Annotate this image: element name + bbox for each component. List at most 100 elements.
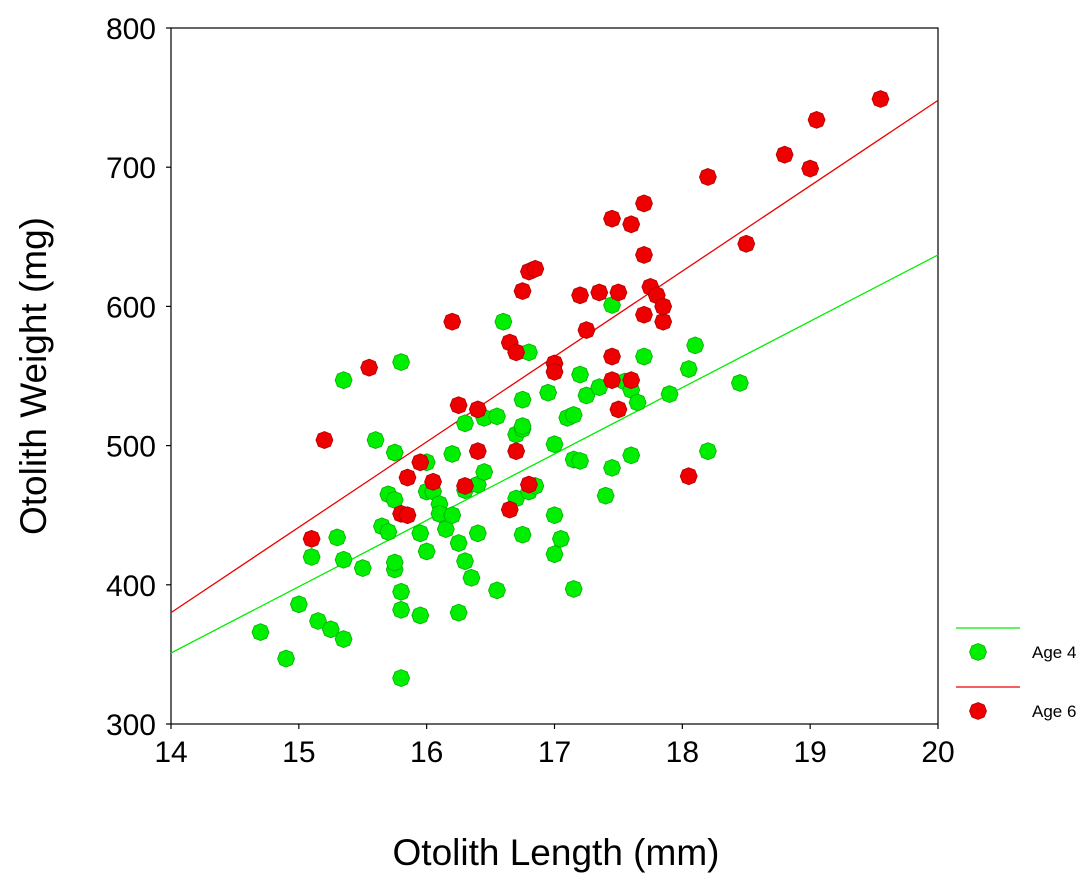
data-point-age-4 <box>635 347 653 366</box>
x-tick-label: 18 <box>666 736 699 769</box>
data-point-age-4 <box>334 371 353 390</box>
data-point-age-4 <box>392 582 411 601</box>
y-tick-label: 500 <box>106 431 156 464</box>
data-point-age-4 <box>411 606 430 625</box>
y-axis-title: Otolith Weight (mg) <box>13 217 54 535</box>
data-point-age-6 <box>801 159 820 178</box>
data-point-age-6 <box>635 245 653 264</box>
data-point-age-4 <box>392 353 411 372</box>
data-point-age-6 <box>609 283 628 302</box>
data-point-age-4 <box>564 580 583 598</box>
data-point-age-4 <box>289 595 308 614</box>
data-point-age-6 <box>609 400 628 419</box>
data-point-age-4 <box>545 506 564 525</box>
data-point-age-6 <box>500 500 519 519</box>
data-point-age-6 <box>603 347 621 366</box>
data-point-age-4 <box>392 669 411 687</box>
data-point-age-4 <box>488 581 506 600</box>
data-point-age-4 <box>277 649 295 668</box>
data-point-age-4 <box>328 528 347 547</box>
y-tick-label: 700 <box>106 152 156 185</box>
data-point-age-4 <box>513 390 532 409</box>
data-point-age-4 <box>545 435 564 454</box>
data-point-age-6 <box>468 400 487 419</box>
y-tick-label: 800 <box>106 13 156 46</box>
data-point-age-4 <box>679 360 698 378</box>
data-point-age-4 <box>456 414 474 433</box>
data-point-age-4 <box>449 534 468 552</box>
data-point-age-4 <box>488 407 506 426</box>
data-point-age-4 <box>603 458 621 477</box>
fit-line-age-4 <box>170 254 939 654</box>
data-point-age-6 <box>654 312 673 331</box>
data-point-age-4 <box>443 445 462 463</box>
data-point-age-6 <box>571 286 589 305</box>
data-point-age-6 <box>398 506 417 525</box>
data-point-age-4 <box>513 525 532 544</box>
x-tick-label: 17 <box>538 736 571 769</box>
data-point-age-4 <box>379 522 398 541</box>
x-axis-title: Otolith Length (mm) <box>393 832 720 873</box>
data-point-age-4 <box>564 406 583 424</box>
data-point-age-6 <box>411 453 430 472</box>
x-tick-label: 15 <box>282 736 315 769</box>
data-point-age-4 <box>392 600 411 619</box>
data-point-age-6 <box>807 110 826 129</box>
data-point-age-6 <box>507 442 526 461</box>
data-point-age-4 <box>302 548 321 566</box>
data-point-age-6 <box>603 371 621 390</box>
data-point-age-6 <box>360 358 379 377</box>
x-tick-label: 19 <box>793 736 826 769</box>
data-point-age-6 <box>654 297 673 316</box>
data-point-age-4 <box>443 506 462 525</box>
data-point-age-6 <box>635 305 653 324</box>
data-point-age-6 <box>520 475 538 494</box>
data-point-age-6 <box>737 234 756 253</box>
y-tick-label: 300 <box>106 709 156 742</box>
data-points <box>251 90 890 687</box>
x-tick-label: 16 <box>410 736 443 769</box>
legend-label-age-6: Age 6 <box>1032 702 1076 721</box>
data-point-age-4 <box>353 559 372 578</box>
x-tick-label: 14 <box>154 736 187 769</box>
data-point-age-4 <box>686 336 705 355</box>
data-point-age-4 <box>411 524 430 543</box>
data-point-age-4 <box>513 417 532 436</box>
y-tick-label: 400 <box>106 570 156 603</box>
data-point-age-4 <box>571 451 589 470</box>
data-point-age-6 <box>622 215 641 234</box>
data-point-age-6 <box>398 468 417 487</box>
data-point-age-6 <box>456 477 474 495</box>
data-point-age-6 <box>679 467 698 486</box>
data-point-age-4 <box>436 520 455 539</box>
data-point-age-6 <box>775 145 794 164</box>
data-point-age-6 <box>526 259 545 278</box>
legend: Age 4 Age 6 <box>956 627 1076 721</box>
data-point-age-4 <box>660 385 679 404</box>
data-point-age-6 <box>507 343 526 362</box>
data-point-age-4 <box>334 550 353 569</box>
legend-label-age-4: Age 4 <box>1032 643 1076 662</box>
data-point-age-4 <box>456 552 474 571</box>
y-axis: 300 400 500 600 700 800 <box>106 13 171 742</box>
x-axis: 14 15 16 17 18 19 20 <box>154 724 955 769</box>
data-point-age-4 <box>334 630 353 649</box>
data-point-age-4 <box>551 529 570 548</box>
legend-marker-age-6 <box>969 702 987 720</box>
data-point-age-4 <box>622 446 641 465</box>
legend-marker-age-4 <box>969 643 987 661</box>
data-point-age-4 <box>449 603 468 622</box>
data-point-age-4 <box>321 620 340 639</box>
data-point-age-4 <box>309 612 327 630</box>
data-point-age-4 <box>539 383 558 402</box>
data-point-age-4 <box>468 524 487 543</box>
data-point-age-6 <box>449 396 468 415</box>
data-point-age-4 <box>385 443 404 462</box>
data-point-age-6 <box>590 283 609 302</box>
data-point-age-4 <box>385 553 404 572</box>
data-point-age-4 <box>571 365 589 384</box>
data-point-age-6 <box>698 168 717 186</box>
data-point-age-6 <box>871 90 890 108</box>
x-tick-label: 20 <box>921 736 954 769</box>
